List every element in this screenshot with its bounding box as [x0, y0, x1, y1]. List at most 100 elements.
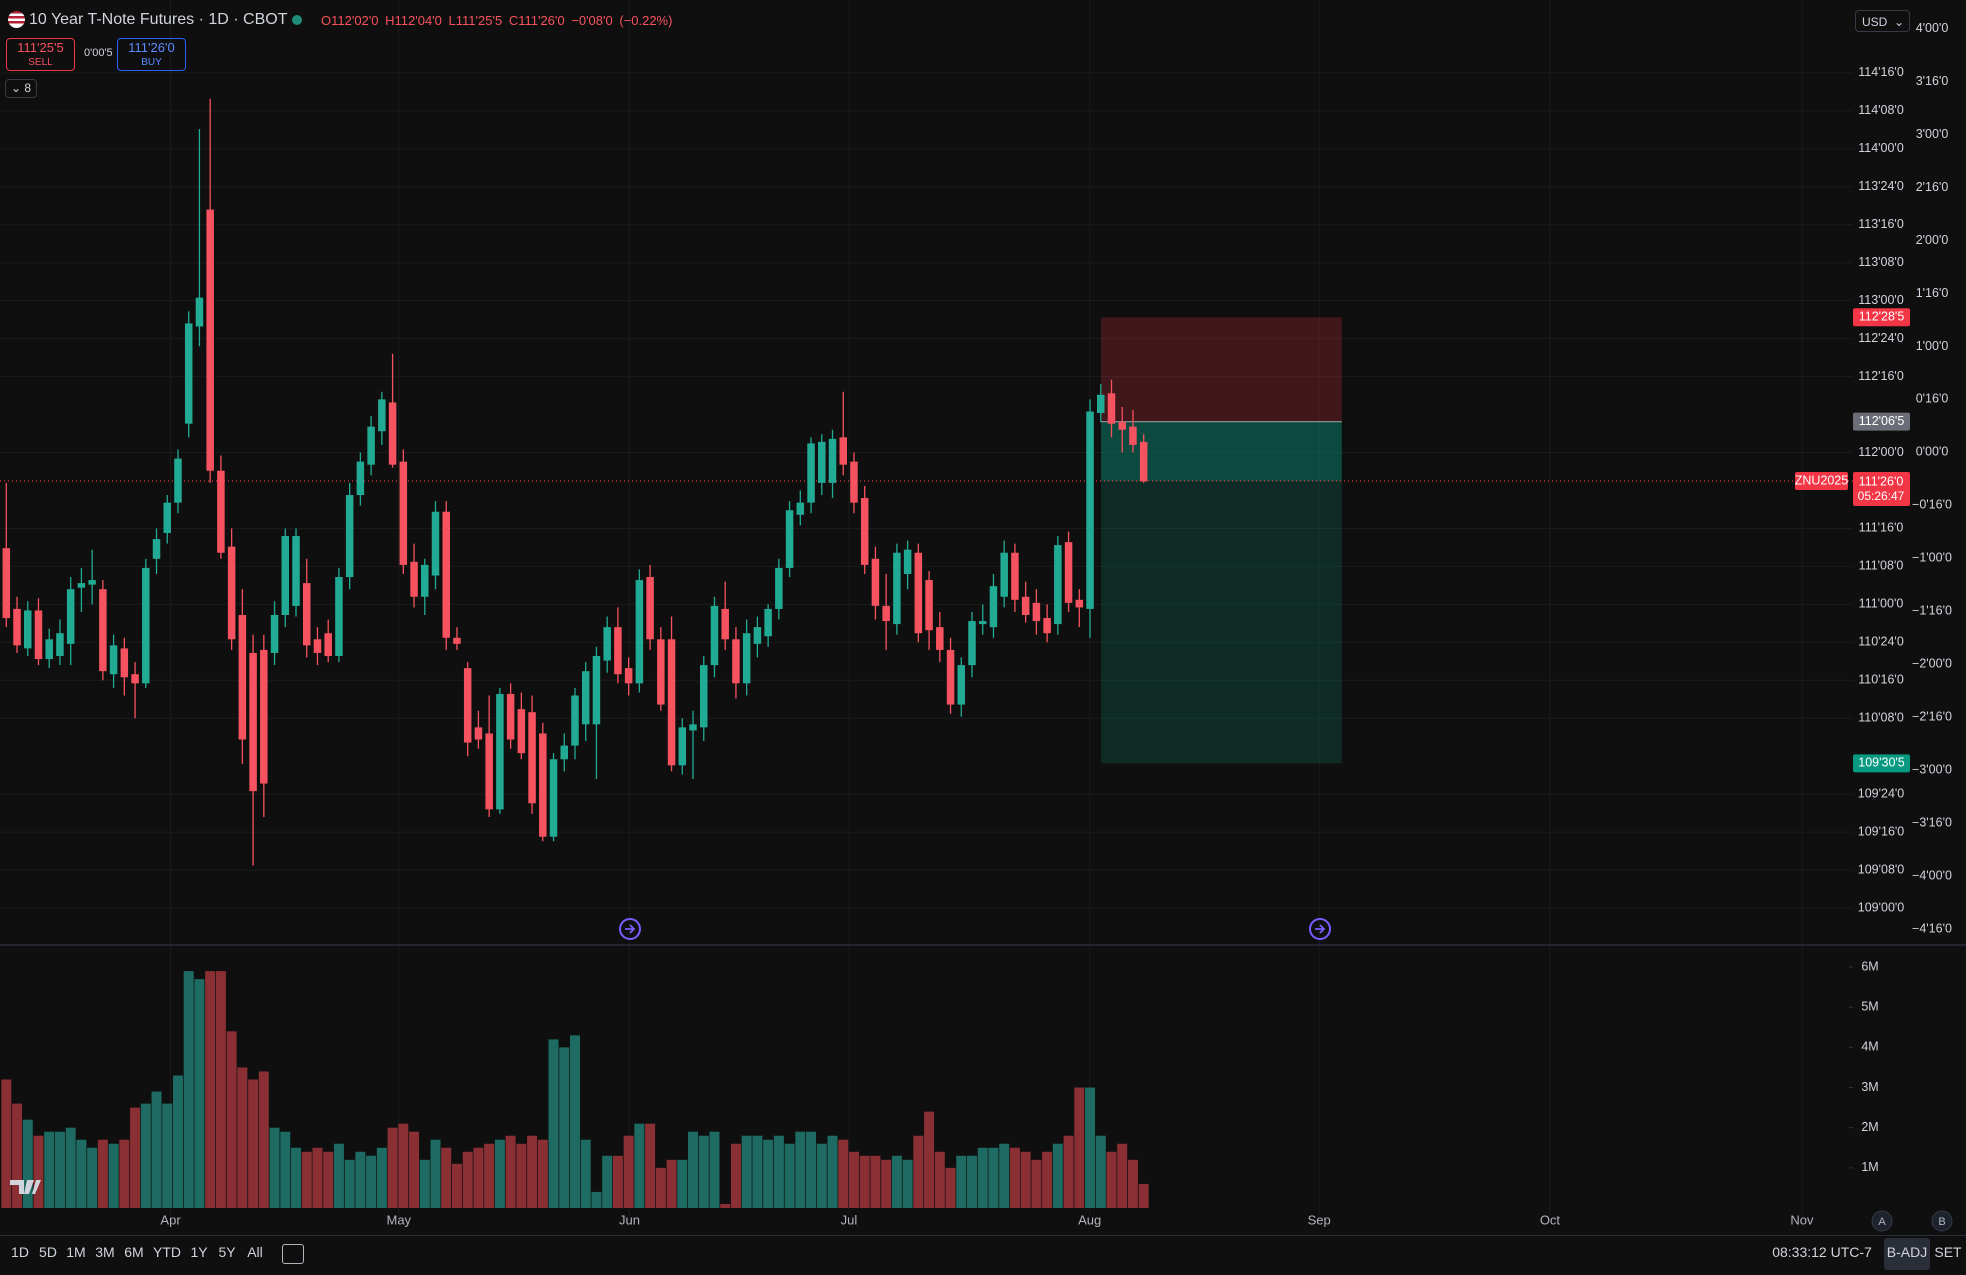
candle-body	[1075, 599, 1084, 608]
y2-tick-label: 3'00'0	[1916, 127, 1949, 141]
y-tick-label: 111'16'0	[1859, 521, 1904, 535]
market-status[interactable]	[292, 15, 302, 25]
volume-bar	[301, 1151, 312, 1208]
candle-body	[506, 693, 515, 740]
candle-body	[517, 709, 526, 754]
candle-body	[624, 668, 633, 684]
clock[interactable]: 08:33:12 UTC-7	[1772, 1244, 1872, 1260]
session-toggle[interactable]: SET	[1934, 1244, 1962, 1260]
x-tick-label: Jun	[619, 1212, 640, 1227]
range-button[interactable]: 5D	[39, 1244, 57, 1260]
symbol-label: ZNU2025	[1795, 473, 1849, 487]
volume-bar	[527, 1135, 538, 1208]
candle-body	[184, 323, 193, 424]
y2-tick-label: −2'16'0	[1912, 710, 1952, 724]
candle-body	[1097, 394, 1105, 414]
spread: 0'00'5	[84, 47, 113, 59]
candle-body	[1021, 596, 1030, 615]
range-button[interactable]: 1Y	[190, 1244, 208, 1260]
currency-select[interactable]: USD ⌄	[1855, 10, 1910, 32]
range-button[interactable]: 5Y	[218, 1244, 236, 1260]
range-button[interactable]: 3M	[95, 1244, 115, 1260]
volume-bar	[795, 1131, 806, 1208]
range-button[interactable]: 1D	[11, 1244, 29, 1260]
event-arrow	[1315, 924, 1326, 934]
candle-body	[839, 437, 847, 465]
volume-bar	[602, 1155, 613, 1208]
y-tick-label: 110'16'0	[1858, 673, 1904, 687]
y2-tick-label: 4'00'0	[1916, 21, 1949, 35]
volume-bar	[763, 1139, 774, 1208]
date-range-icon[interactable]	[282, 1244, 304, 1264]
y2-tick-label: 1'16'0	[1916, 286, 1949, 300]
candle-body	[227, 546, 236, 640]
symbol-label-bg	[1795, 471, 1848, 490]
candle-body	[356, 461, 365, 496]
ohlc-change: −0'08'0 (−0.22%)	[571, 13, 673, 28]
volume-bar	[140, 1103, 151, 1208]
volume-bar	[494, 1139, 505, 1208]
event-marker	[619, 918, 641, 940]
volume-bar	[1117, 1143, 1128, 1208]
buy-label: BUY	[141, 57, 162, 68]
candle-body	[302, 583, 311, 646]
candle-body	[388, 402, 397, 465]
entry-label-bg	[1853, 412, 1910, 431]
candle-body	[99, 589, 107, 672]
candle-body	[260, 649, 268, 784]
range-button[interactable]: 1M	[66, 1244, 86, 1260]
volume-bar	[655, 1167, 666, 1208]
ohlc-line: O112'02'0 H112'04'0 L111'25'5 C111'26'0 …	[321, 13, 672, 28]
volume-bar	[183, 971, 194, 1208]
range-button[interactable]: All	[247, 1244, 263, 1260]
candle-body	[549, 759, 558, 837]
sell-button[interactable]: 111'25'5 SELL	[6, 38, 75, 71]
candle-body	[667, 639, 676, 766]
buy-button[interactable]: 111'26'0 BUY	[117, 38, 186, 71]
volume-bar	[891, 1155, 902, 1208]
volume-bar	[355, 1151, 366, 1208]
candle-body	[592, 656, 601, 725]
symbol-title[interactable]: 10 Year T-Note Futures · 1D · CBOT	[29, 11, 288, 28]
candle-body	[88, 580, 96, 585]
volume-bar	[419, 1159, 430, 1208]
stop-label: 112'28'5	[1859, 310, 1905, 324]
volume-tick-label: 6M	[1861, 959, 1878, 973]
range-button[interactable]: 6M	[124, 1244, 144, 1260]
volume-bar	[44, 1131, 55, 1208]
candle-body	[77, 583, 86, 588]
volume-tick-label: 5M	[1861, 1000, 1878, 1014]
candle-body	[206, 209, 214, 471]
adjust-bg	[1884, 1238, 1930, 1270]
indicator-toggle[interactable]: ⌄ 8	[5, 79, 37, 98]
candle-body	[957, 665, 966, 705]
candle-body	[463, 668, 472, 743]
volume-bar	[376, 1147, 387, 1208]
volume-bar	[1020, 1151, 1031, 1208]
y-tick-label: 111'00'0	[1859, 597, 1904, 611]
candle-body	[238, 615, 247, 740]
volume-bar	[323, 1151, 334, 1208]
adjust-toggle[interactable]: B-ADJ	[1886, 1244, 1928, 1260]
volume-bar	[172, 1075, 183, 1208]
volume-bar	[1085, 1087, 1096, 1208]
candle-body	[721, 608, 729, 640]
volume-bar	[237, 1067, 248, 1208]
volume-bar	[569, 1035, 580, 1208]
currency: USD	[1862, 15, 1888, 29]
range-button[interactable]: YTD	[153, 1244, 181, 1260]
candle-body	[249, 652, 257, 792]
candle-body	[1107, 393, 1116, 424]
y2-tick-label: 3'16'0	[1916, 74, 1949, 88]
candle-body	[528, 712, 536, 804]
volume-bar	[451, 1163, 462, 1208]
volume-bar	[720, 1203, 731, 1208]
candle-body	[1139, 441, 1148, 482]
volume-bar	[666, 1159, 677, 1208]
candle-body	[925, 580, 933, 631]
candle-body	[410, 561, 418, 597]
volume-bar	[913, 1135, 924, 1208]
y-tick-label: 111'08'0	[1859, 559, 1904, 573]
candle-body	[442, 511, 450, 638]
